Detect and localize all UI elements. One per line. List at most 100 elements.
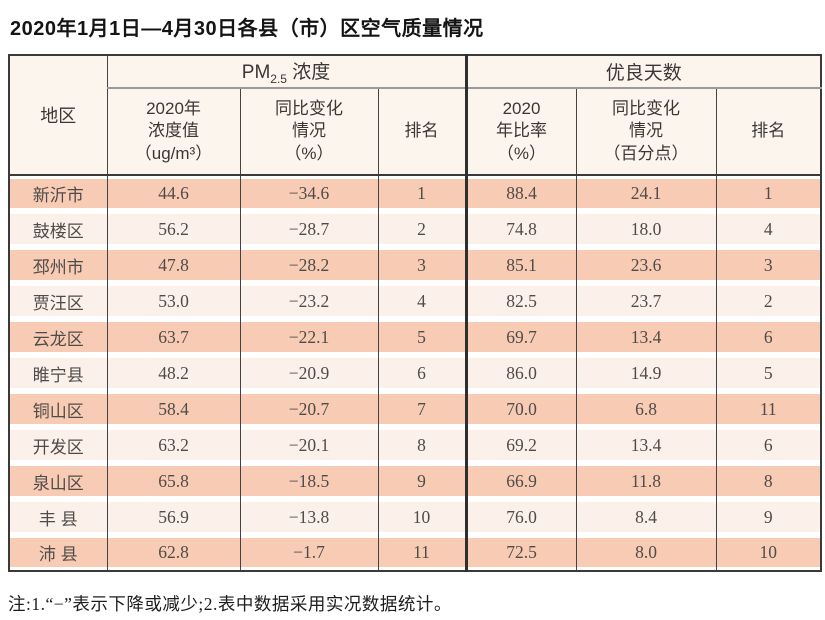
pm-change-cell: −22.1 — [239, 319, 378, 355]
header-pm-value: 2020年 浓度值 （ug/m³） — [106, 88, 240, 176]
days-rank-cell: 4 — [715, 211, 821, 247]
table-row: 鼓楼区 56.2 −28.7 2 74.8 18.0 4 — [9, 211, 821, 247]
pm25-label-suffix: 浓度 — [286, 62, 331, 84]
days-change-cell: 23.6 — [575, 247, 716, 283]
header-group-pm25: PM2.5 浓度 — [106, 55, 466, 89]
pm-rank-cell: 11 — [377, 535, 466, 571]
pm25-label-subscript: 2.5 — [270, 71, 287, 86]
days-rate-cell: 74.8 — [464, 211, 576, 247]
pm-change-cell: −1.7 — [239, 535, 378, 571]
pm-value-cell: 63.2 — [106, 427, 240, 463]
region-cell: 睢宁县 — [9, 355, 107, 391]
header-pm-change: 同比变化 情况 （%） — [239, 88, 378, 176]
days-change-cell: 8.4 — [575, 499, 716, 535]
table-row: 邳州市 47.8 −28.2 3 85.1 23.6 3 — [9, 247, 821, 283]
footnote: 注:1.“−”表示下降或减少;2.表中数据采用实况数据统计。 — [8, 594, 452, 614]
region-cell: 邳州市 — [9, 247, 107, 283]
pm-change-cell: −23.2 — [239, 283, 378, 319]
air-quality-table: 地区 PM2.5 浓度 优良天数 2020年 浓度值 （ug/m³） 同比变化 … — [8, 54, 822, 572]
days-rate-cell: 72.5 — [464, 535, 576, 571]
days-rank-cell: 8 — [715, 463, 821, 499]
pm-rank-cell: 7 — [377, 391, 466, 427]
region-cell: 铜山区 — [9, 391, 107, 427]
pm-rank-cell: 1 — [377, 175, 466, 211]
days-rate-cell: 69.2 — [464, 427, 576, 463]
days-rank-cell: 11 — [715, 391, 821, 427]
days-rank-cell: 10 — [715, 535, 821, 571]
pm-value-cell: 48.2 — [106, 355, 240, 391]
header-days-rank: 排名 — [715, 88, 821, 176]
days-rank-cell: 9 — [715, 499, 821, 535]
pm-value-cell: 63.7 — [106, 319, 240, 355]
pm-rank-cell: 5 — [377, 319, 466, 355]
table-row: 铜山区 58.4 −20.7 7 70.0 6.8 11 — [9, 391, 821, 427]
table-row: 贾汪区 53.0 −23.2 4 82.5 23.7 2 — [9, 283, 821, 319]
days-rank-cell: 6 — [715, 427, 821, 463]
region-cell: 新沂市 — [9, 175, 107, 211]
pm-rank-cell: 2 — [377, 211, 466, 247]
pm-value-cell: 53.0 — [106, 283, 240, 319]
days-change-cell: 11.8 — [575, 463, 716, 499]
header-days-change: 同比变化 情况 （百分点） — [575, 88, 716, 176]
days-rate-cell: 76.0 — [464, 499, 576, 535]
region-cell: 丰 县 — [9, 499, 107, 535]
days-rate-cell: 66.9 — [464, 463, 576, 499]
region-cell: 鼓楼区 — [9, 211, 107, 247]
pm-value-cell: 58.4 — [106, 391, 240, 427]
table-row: 睢宁县 48.2 −20.9 6 86.0 14.9 5 — [9, 355, 821, 391]
table-row: 云龙区 63.7 −22.1 5 69.7 13.4 6 — [9, 319, 821, 355]
days-rank-cell: 5 — [715, 355, 821, 391]
pm-change-cell: −28.2 — [239, 247, 378, 283]
pm-change-cell: −20.1 — [239, 427, 378, 463]
table-row: 新沂市 44.6 −34.6 1 88.4 24.1 1 — [9, 175, 821, 211]
region-cell: 贾汪区 — [9, 283, 107, 319]
region-cell: 泉山区 — [9, 463, 107, 499]
pm-change-cell: −20.7 — [239, 391, 378, 427]
days-rate-cell: 85.1 — [464, 247, 576, 283]
days-change-cell: 24.1 — [575, 175, 716, 211]
table-row: 开发区 63.2 −20.1 8 69.2 13.4 6 — [9, 427, 821, 463]
days-rank-cell: 6 — [715, 319, 821, 355]
pm-value-cell: 44.6 — [106, 175, 240, 211]
days-rate-cell: 69.7 — [464, 319, 576, 355]
header-group-good-days: 优良天数 — [464, 55, 821, 89]
pm-change-cell: −18.5 — [239, 463, 378, 499]
table-body: 新沂市 44.6 −34.6 1 88.4 24.1 1 鼓楼区 56.2 −28.7 2 74.8 1… — [9, 175, 821, 571]
pm-value-cell: 56.9 — [106, 499, 240, 535]
days-change-cell: 18.0 — [575, 211, 716, 247]
days-rate-cell: 70.0 — [464, 391, 576, 427]
days-change-cell: 13.4 — [575, 319, 716, 355]
page-title: 2020年1月1日—4月30日各县（市）区空气质量情况 — [10, 18, 484, 40]
table-row: 丰 县 56.9 −13.8 10 76.0 8.4 9 — [9, 499, 821, 535]
days-change-cell: 14.9 — [575, 355, 716, 391]
header-region: 地区 — [9, 55, 107, 176]
days-rank-cell: 3 — [715, 247, 821, 283]
days-change-cell: 6.8 — [575, 391, 716, 427]
pm-rank-cell: 9 — [377, 463, 466, 499]
days-change-cell: 23.7 — [575, 283, 716, 319]
table-header: 地区 PM2.5 浓度 优良天数 2020年 浓度值 （ug/m³） 同比变化 … — [9, 55, 821, 176]
pm-change-cell: −13.8 — [239, 499, 378, 535]
region-cell: 开发区 — [9, 427, 107, 463]
pm-rank-cell: 6 — [377, 355, 466, 391]
pm25-label-prefix: PM — [241, 62, 271, 84]
pm-value-cell: 62.8 — [106, 535, 240, 571]
region-cell: 沛 县 — [9, 535, 107, 571]
table-row: 沛 县 62.8 −1.7 11 72.5 8.0 10 — [9, 535, 821, 571]
pm-rank-cell: 4 — [377, 283, 466, 319]
days-rate-cell: 86.0 — [464, 355, 576, 391]
pm-rank-cell: 8 — [377, 427, 466, 463]
header-days-rate: 2020 年比率 （%） — [464, 88, 576, 176]
pm-change-cell: −28.7 — [239, 211, 378, 247]
pm-value-cell: 47.8 — [106, 247, 240, 283]
days-rank-cell: 1 — [715, 175, 821, 211]
days-rate-cell: 82.5 — [464, 283, 576, 319]
days-rank-cell: 2 — [715, 283, 821, 319]
pm-change-cell: −20.9 — [239, 355, 378, 391]
days-change-cell: 8.0 — [575, 535, 716, 571]
days-rate-cell: 88.4 — [464, 175, 576, 211]
pm-value-cell: 65.8 — [106, 463, 240, 499]
pm-rank-cell: 3 — [377, 247, 466, 283]
pm-rank-cell: 10 — [377, 499, 466, 535]
